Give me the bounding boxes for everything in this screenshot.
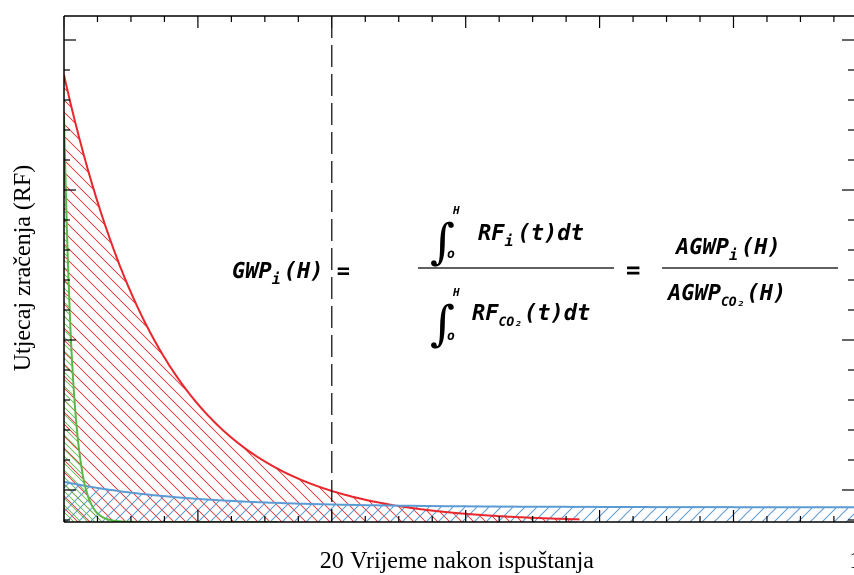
denominator-lower-limit: o <box>447 329 455 344</box>
series-0-curve <box>64 74 580 521</box>
axes <box>63 15 854 523</box>
rhs-denominator-tail: (H) <box>746 281 786 306</box>
x-tick-label-20: 20 <box>320 548 344 574</box>
rhs-numerator-tail: (H) <box>741 235 781 260</box>
axis-ticks <box>63 16 854 522</box>
series-2-curve <box>64 480 854 509</box>
denominator-upper-limit: H <box>452 286 460 299</box>
numerator-lower-limit: o <box>447 247 455 262</box>
rhs-numerator-sub: i <box>729 246 738 264</box>
svg-text:GWPi(H) =: GWPi (H) = <box>232 259 350 288</box>
x-axis-title: Vrijeme nakon ispuštanja <box>350 548 594 574</box>
svg-text:AGWPi(H): AGWPi (H) <box>674 235 781 264</box>
svg-text:RFi(t)dt: RFi (t)dt <box>478 221 584 250</box>
numerator-upper-limit: H <box>452 204 460 217</box>
series-2-area <box>64 481 854 522</box>
numerator-tail: (t)dt <box>518 221 584 246</box>
gwp-formula: GWPi (H) = ∫ H o RFi (t)dt ∫ H o RFCO₂(t)d… <box>232 204 838 352</box>
svg-text:AGWPCO₂(H): AGWPCO₂(H) <box>666 281 786 310</box>
denominator-sub: CO₂ <box>499 315 522 330</box>
series-curves <box>64 74 854 522</box>
x-tick-labels: 20 100 <box>320 548 854 574</box>
numerator-term: RF <box>478 221 505 246</box>
denominator-integral-sign: ∫ <box>430 296 455 352</box>
rhs-denominator: AGWP <box>666 281 721 306</box>
formula-lhs: GWP <box>232 259 272 284</box>
reference-lines <box>331 16 333 522</box>
rhs-denominator-sub: CO₂ <box>721 295 744 310</box>
rhs-numerator: AGWP <box>674 235 729 260</box>
denominator-term: RF <box>472 301 499 326</box>
hatched-areas <box>64 75 854 522</box>
series-0-area <box>64 75 580 522</box>
svg-text:RFCO₂(t)dt: RFCO₂(t)dt <box>472 301 590 330</box>
formula-equals: = <box>626 256 640 284</box>
denominator-tail: (t)dt <box>524 301 590 326</box>
formula-lhs-sub: i <box>272 270 281 288</box>
y-axis-title: Utjecaj zračenja (RF) <box>10 165 36 372</box>
series-1-curve <box>64 115 279 522</box>
formula-lhs-arg: (H) = <box>284 259 350 284</box>
numerator-integral-sign: ∫ <box>430 214 455 270</box>
numerator-sub: i <box>505 232 514 250</box>
x-tick-label-100: 100 <box>849 548 854 574</box>
